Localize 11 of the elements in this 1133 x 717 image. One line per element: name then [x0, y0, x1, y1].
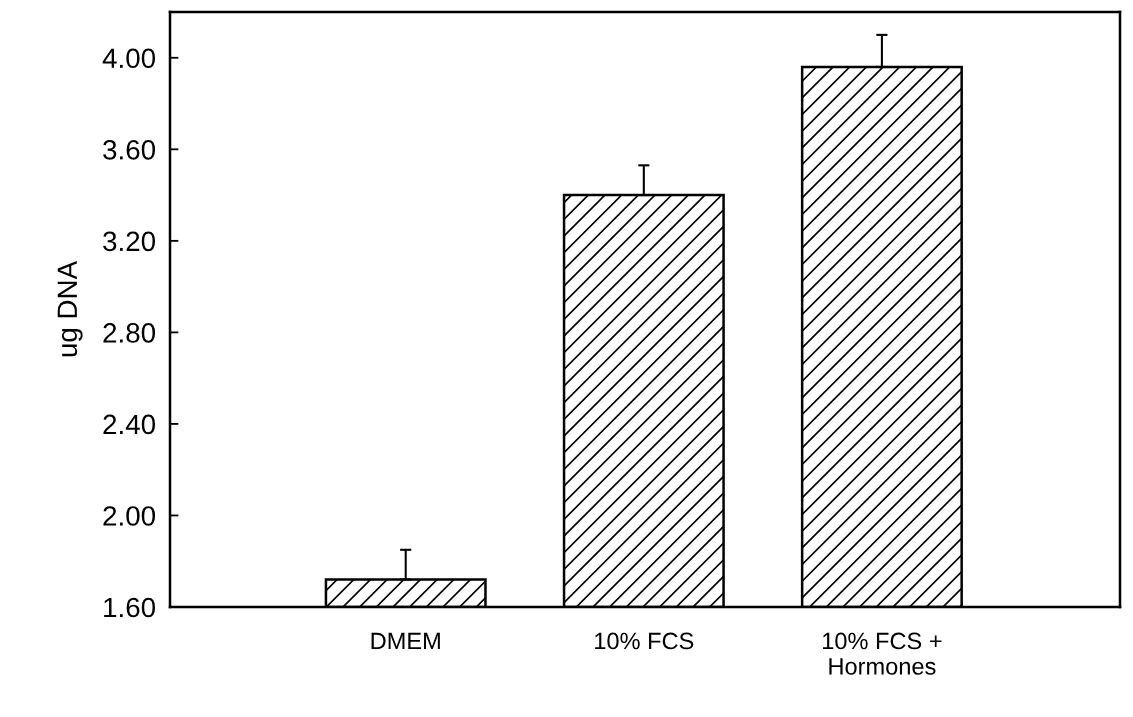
x-tick-label: 10% FCS [595, 632, 694, 650]
y-tick-label: 1.60 [104, 597, 156, 618]
y-tick-label: 2.00 [103, 506, 156, 526]
x-tick-label: DMEM [371, 632, 440, 650]
y-axis-title: ug DNA [57, 260, 83, 357]
y-tick-label: 2.80 [103, 323, 156, 343]
y-tick-label: 3.60 [103, 139, 156, 160]
y-tick-label: 4.00 [102, 48, 156, 69]
y-tick-label: 3.20 [103, 231, 156, 252]
y-tick-label: 2.40 [103, 414, 156, 435]
x-tick-label: 10% FCS + Hormones [823, 632, 942, 675]
